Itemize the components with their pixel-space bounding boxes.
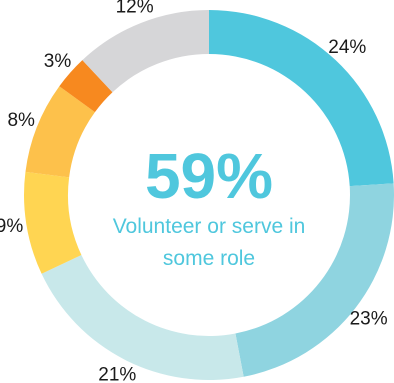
donut-slice-6: [59, 60, 113, 113]
slice-label-6: 3%: [44, 51, 72, 72]
donut-slice-3: [41, 255, 244, 380]
donut-slice-4: [24, 171, 82, 274]
center-percentage: 59%: [145, 140, 273, 212]
donut-slice-5: [25, 86, 95, 178]
slice-label-7: 12%: [116, 0, 154, 18]
slice-label-1: 24%: [328, 37, 366, 58]
slice-label-2: 23%: [350, 308, 388, 329]
donut-slices: [24, 10, 394, 380]
donut-slice-7: [82, 10, 209, 93]
center-caption-line-2: some role: [163, 247, 255, 270]
center-caption-line-1: Volunteer or serve in: [113, 215, 306, 238]
slice-label-4: 9%: [0, 216, 23, 237]
slice-label-5: 8%: [7, 110, 35, 131]
donut-slice-2: [235, 183, 394, 377]
donut-slice-1: [209, 10, 394, 187]
slice-label-3: 21%: [98, 365, 136, 383]
